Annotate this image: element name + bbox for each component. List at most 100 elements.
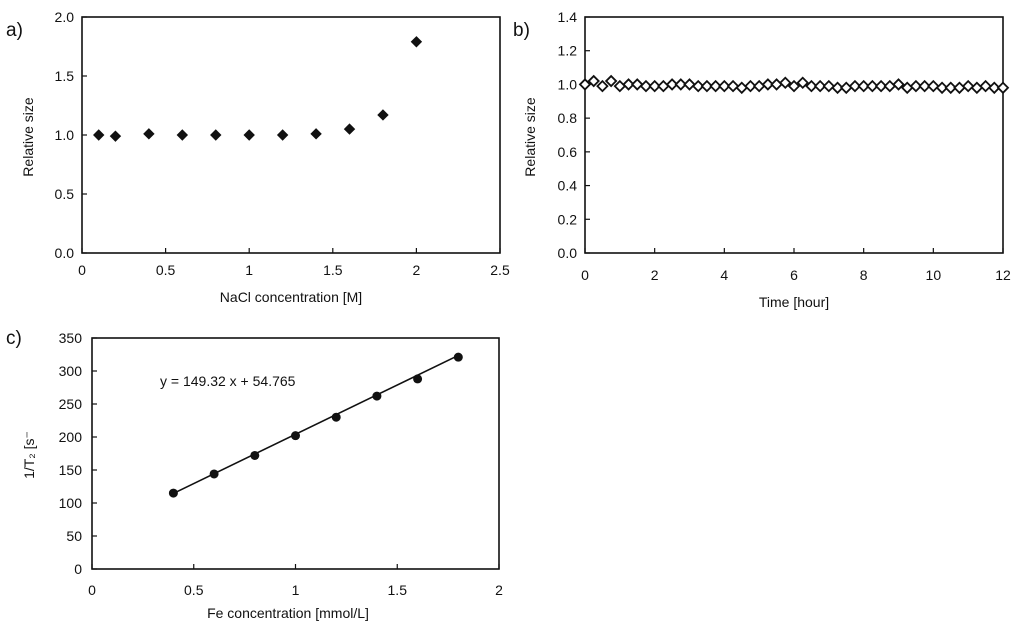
data-point — [813, 79, 827, 93]
y-tick-label: 0.0 — [558, 245, 578, 261]
panel-a: a) 0 0.5 1 1.5 2 2.5 0.0 0.5 1.0 1.5 2.0 NaCl conc… — [6, 9, 510, 305]
data-point — [674, 78, 688, 91]
panel-b-y-axis-label: Relative size — [522, 97, 538, 177]
x-tick-label: 12 — [995, 267, 1011, 283]
data-point — [735, 81, 749, 95]
panel-b-plot-frame — [584, 16, 1004, 254]
data-point — [892, 78, 905, 91]
data-point — [718, 79, 731, 93]
y-tick-label: 1.0 — [558, 76, 578, 92]
data-point — [796, 76, 809, 90]
data-point — [613, 79, 627, 93]
x-tick-label: 2 — [413, 262, 421, 278]
data-point — [622, 78, 635, 91]
x-tick-label: 10 — [926, 267, 942, 283]
panel-c-x-axis-label: Fe concentration [mmol/L] — [207, 605, 369, 621]
y-tick-label: 300 — [59, 363, 83, 379]
data-point — [700, 79, 714, 93]
y-tick-label: 0.8 — [558, 110, 578, 126]
panel-c-equation-annotation: y = 149.32 x + 54.765 — [160, 373, 296, 389]
x-tick-label: 0 — [78, 262, 86, 278]
data-point — [250, 450, 260, 460]
x-tick-label: 0 — [581, 267, 589, 283]
y-tick-label: 1.2 — [558, 43, 578, 59]
data-point — [988, 81, 1001, 95]
data-point — [709, 79, 722, 93]
x-tick-label: 6 — [790, 267, 798, 283]
data-point — [752, 79, 766, 93]
data-point — [726, 79, 740, 93]
panel-b-points — [578, 74, 1010, 95]
data-point — [331, 412, 341, 422]
panel-b: b) 0 2 4 6 8 10 12 0.0 0.2 0.4 0.6 0.8 1.0 1.2 1.4 Tim… — [513, 9, 1011, 310]
data-point — [372, 391, 382, 401]
data-point — [596, 79, 609, 93]
y-tick-label: 1.4 — [558, 9, 578, 25]
x-tick-label: 2 — [495, 582, 503, 598]
y-tick-label: 100 — [59, 495, 83, 511]
data-point — [761, 78, 775, 91]
panel-c-points — [168, 352, 463, 498]
data-point — [839, 81, 853, 95]
data-point — [657, 79, 670, 93]
data-point — [343, 123, 356, 135]
x-tick-label: 1.5 — [388, 582, 408, 598]
panel-b-label: b) — [513, 20, 530, 41]
data-point — [979, 79, 992, 93]
panel-c-plot-frame — [91, 337, 500, 570]
panel-a-y-axis-label: Relative size — [20, 97, 36, 177]
panel-b-ticks: 0 2 4 6 8 10 12 0.0 0.2 0.4 0.6 0.8 1.0 1.2 1.4 — [558, 9, 1011, 283]
y-tick-label: 0.2 — [558, 211, 578, 227]
data-point — [909, 79, 923, 93]
data-point — [176, 129, 189, 141]
panel-a-ticks: 0 0.5 1 1.5 2 2.5 0.0 0.5 1.0 1.5 2.0 — [55, 9, 510, 278]
data-point — [639, 79, 653, 93]
data-point — [927, 79, 940, 93]
data-point — [109, 130, 122, 142]
data-point — [578, 78, 592, 91]
data-point — [168, 488, 178, 498]
data-point — [648, 79, 661, 93]
y-tick-label: 0 — [74, 561, 82, 577]
x-tick-label: 2.5 — [490, 262, 510, 278]
data-point — [874, 79, 888, 93]
data-point — [970, 81, 984, 95]
data-point — [665, 78, 679, 91]
y-tick-label: 250 — [59, 396, 83, 412]
y-tick-label: 150 — [59, 462, 83, 478]
data-point — [883, 79, 897, 93]
data-point — [770, 78, 783, 91]
data-point — [410, 36, 423, 48]
panel-a-points — [93, 36, 423, 142]
y-tick-label: 0.5 — [55, 186, 75, 202]
data-point — [787, 79, 801, 93]
panel-c: c) 0 0.5 1 1.5 2 0 50 100 150 200 250 300 350 y = 14… — [6, 328, 503, 621]
data-point — [691, 79, 705, 93]
data-point — [866, 79, 879, 93]
panel-c-fit-line — [173, 354, 459, 495]
x-tick-label: 1.5 — [323, 262, 343, 278]
data-point — [413, 374, 423, 384]
data-point — [857, 79, 870, 93]
data-point — [210, 129, 222, 141]
data-point — [918, 79, 931, 93]
y-tick-label: 0.0 — [55, 245, 75, 261]
x-tick-label: 0 — [88, 582, 96, 598]
data-point — [243, 129, 255, 141]
data-point — [604, 74, 618, 88]
x-tick-label: 1 — [245, 262, 253, 278]
y-tick-label: 0.4 — [558, 178, 578, 194]
x-tick-label: 0.5 — [184, 582, 204, 598]
data-point — [935, 81, 949, 95]
data-point — [276, 129, 289, 141]
y-tick-label: 50 — [66, 528, 82, 544]
panel-c-y-axis-label: 1/T₂ [s⁻ — [21, 431, 37, 479]
x-tick-label: 0.5 — [156, 262, 176, 278]
data-point — [143, 128, 155, 140]
y-tick-label: 1.0 — [55, 127, 75, 143]
data-point — [944, 81, 958, 95]
data-point — [291, 431, 300, 441]
data-point — [587, 74, 600, 88]
y-tick-label: 350 — [59, 330, 83, 346]
data-point — [831, 81, 844, 95]
